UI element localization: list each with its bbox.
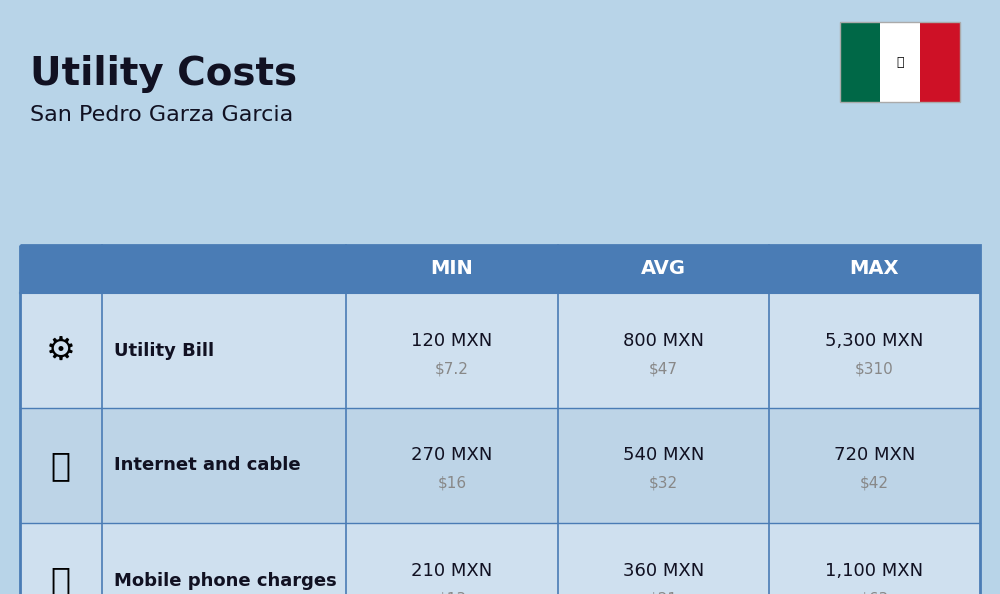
Bar <box>20 408 980 523</box>
Text: Utility Bill: Utility Bill <box>114 342 214 359</box>
Text: $16: $16 <box>437 476 467 491</box>
Text: 210 MXN: 210 MXN <box>411 561 493 580</box>
Text: San Pedro Garza Garcia: San Pedro Garza Garcia <box>30 105 293 125</box>
Text: AVG: AVG <box>641 260 686 279</box>
Text: 📱: 📱 <box>51 564 71 594</box>
Text: $32: $32 <box>649 476 678 491</box>
Text: 1,100 MXN: 1,100 MXN <box>825 561 923 580</box>
Bar <box>20 245 980 594</box>
Bar <box>20 245 980 293</box>
Text: 120 MXN: 120 MXN <box>411 331 493 349</box>
Text: Mobile phone charges: Mobile phone charges <box>114 571 336 589</box>
Text: 270 MXN: 270 MXN <box>411 447 493 465</box>
Text: Utility Costs: Utility Costs <box>30 55 297 93</box>
Bar <box>840 22 960 102</box>
Text: 360 MXN: 360 MXN <box>623 561 704 580</box>
Text: $42: $42 <box>860 476 889 491</box>
Bar <box>920 22 960 102</box>
Text: $63: $63 <box>860 591 889 594</box>
Text: 📶: 📶 <box>51 449 71 482</box>
Text: ⚙: ⚙ <box>46 334 76 367</box>
Text: 5,300 MXN: 5,300 MXN <box>825 331 924 349</box>
Text: $7.2: $7.2 <box>435 361 469 376</box>
Bar <box>840 22 880 102</box>
Bar <box>880 22 920 102</box>
Text: MIN: MIN <box>431 260 473 279</box>
Bar <box>20 523 980 594</box>
Text: 800 MXN: 800 MXN <box>623 331 704 349</box>
Text: Internet and cable: Internet and cable <box>114 457 300 475</box>
Text: 720 MXN: 720 MXN <box>834 447 915 465</box>
Text: MAX: MAX <box>850 260 899 279</box>
Text: $310: $310 <box>855 361 894 376</box>
Bar <box>20 293 980 408</box>
Text: $13: $13 <box>437 591 467 594</box>
Text: 🦅: 🦅 <box>896 55 904 68</box>
Text: $21: $21 <box>649 591 678 594</box>
Text: $47: $47 <box>649 361 678 376</box>
Text: 540 MXN: 540 MXN <box>623 447 704 465</box>
